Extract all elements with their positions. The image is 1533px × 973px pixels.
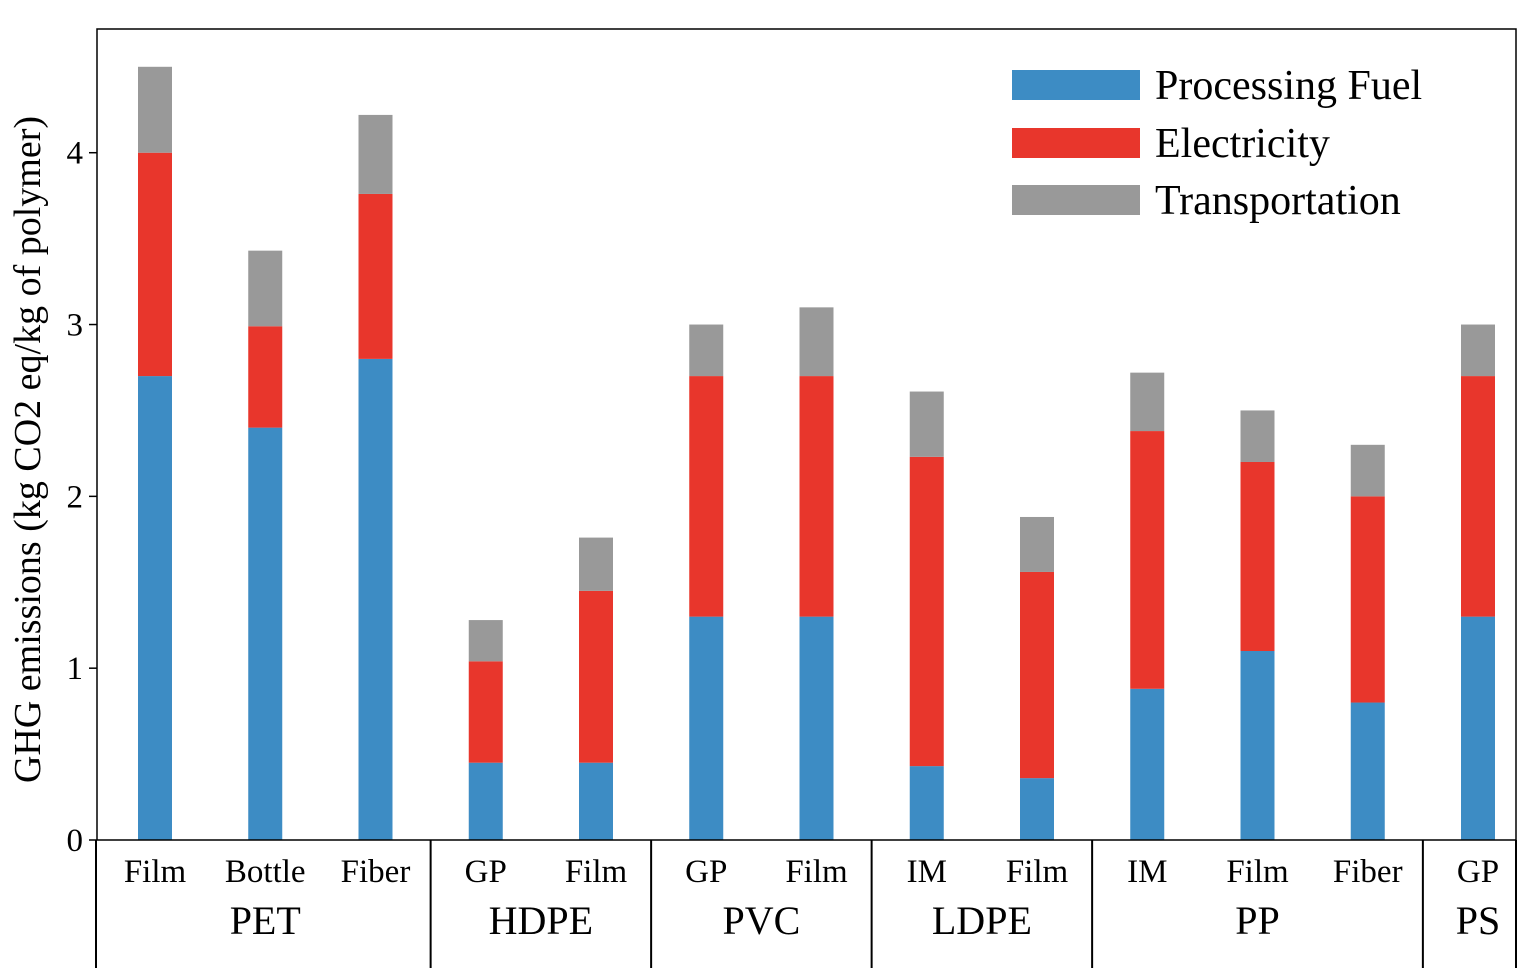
bar-transportation-1 (248, 250, 283, 327)
x-tick-label: GP (465, 854, 507, 890)
x-tick-label: Film (785, 854, 848, 890)
x-tick-label: Film (1226, 854, 1289, 890)
bar-electricity-2 (358, 193, 393, 359)
bar-processing-fuel-8 (1020, 778, 1054, 840)
bar-transportation-11 (1350, 444, 1385, 497)
bar-transportation-0 (138, 66, 172, 153)
x-tick-label: Fiber (1333, 854, 1403, 890)
legend-swatch-electricity (1012, 128, 1140, 158)
bar-electricity-12 (1461, 376, 1495, 617)
bar-electricity-11 (1350, 496, 1385, 703)
bar-electricity-0 (138, 152, 172, 377)
legend-label: Processing Fuel (1155, 63, 1422, 109)
x-tick-label: IM (1127, 854, 1167, 890)
group-label-ldpe: LDPE (932, 898, 1032, 943)
bar-processing-fuel-12 (1461, 616, 1495, 840)
legend-swatch-processing-fuel (1012, 70, 1140, 100)
bar-transportation-5 (689, 324, 724, 377)
group-label-pvc: PVC (722, 898, 800, 943)
y-tick-label: 2 (67, 479, 84, 515)
bar-transportation-3 (468, 620, 503, 662)
bar-transportation-9 (1130, 372, 1165, 432)
group-label-hdpe: HDPE (489, 898, 593, 943)
y-axis: 0 1 2 3 4 (67, 136, 97, 859)
bar-transportation-2 (358, 114, 393, 194)
legend-label: Electricity (1155, 121, 1330, 167)
bar-electricity-3 (468, 661, 503, 763)
bar-transportation-8 (1020, 516, 1054, 572)
y-tick-label: 3 (67, 308, 84, 344)
legend-label: Transportation (1155, 178, 1401, 224)
plot-frame (96, 28, 1517, 841)
y-tick-label: 1 (67, 651, 84, 687)
bar-processing-fuel-3 (468, 762, 503, 840)
legend-swatch-transportation (1012, 185, 1140, 215)
bar-electricity-4 (579, 590, 613, 763)
bar-processing-fuel-4 (579, 762, 613, 840)
bar-electricity-6 (799, 376, 834, 617)
y-tick-label: 0 (67, 823, 84, 859)
x-tick-label: Bottle (225, 854, 306, 890)
group-label-ps: PS (1456, 898, 1501, 943)
bar-processing-fuel-9 (1130, 688, 1165, 840)
bar-electricity-8 (1020, 571, 1054, 779)
bar-processing-fuel-11 (1350, 702, 1385, 840)
y-axis-title: GHG emissions (kg CO2 eq/kg of polymer) (7, 116, 49, 783)
bars (138, 66, 1495, 840)
x-tick-label: IM (907, 854, 947, 890)
bar-transportation-4 (579, 537, 613, 591)
x-tick-label: GP (1457, 854, 1499, 890)
x-tick-label: GP (685, 854, 727, 890)
bar-processing-fuel-0 (138, 376, 172, 840)
y-tick-label: 4 (67, 136, 84, 172)
x-axis: Film Bottle Fiber GP Film GP Film IM Film IM Film F… (95, 840, 1517, 968)
bar-processing-fuel-6 (799, 616, 834, 840)
legend: Processing Fuel Electricity Transportation (1012, 63, 1422, 224)
bar-processing-fuel-1 (248, 427, 283, 840)
bar-electricity-10 (1240, 461, 1275, 651)
bar-processing-fuel-2 (358, 358, 393, 840)
bar-electricity-9 (1130, 431, 1165, 689)
group-label-pp: PP (1235, 898, 1280, 943)
x-tick-label: Film (124, 854, 187, 890)
bar-transportation-10 (1240, 410, 1275, 462)
bar-processing-fuel-10 (1240, 650, 1275, 840)
bar-electricity-7 (909, 456, 944, 767)
bar-transportation-6 (799, 307, 834, 377)
bar-transportation-7 (909, 391, 944, 457)
bar-electricity-1 (248, 326, 283, 428)
x-tick-label: Film (565, 854, 628, 890)
bar-transportation-12 (1461, 324, 1495, 377)
group-label-pet: PET (230, 898, 301, 943)
bar-electricity-5 (689, 376, 724, 617)
bar-processing-fuel-5 (689, 616, 724, 840)
x-tick-label: Film (1006, 854, 1069, 890)
x-tick-label: Fiber (341, 854, 411, 890)
bar-processing-fuel-7 (909, 766, 944, 840)
